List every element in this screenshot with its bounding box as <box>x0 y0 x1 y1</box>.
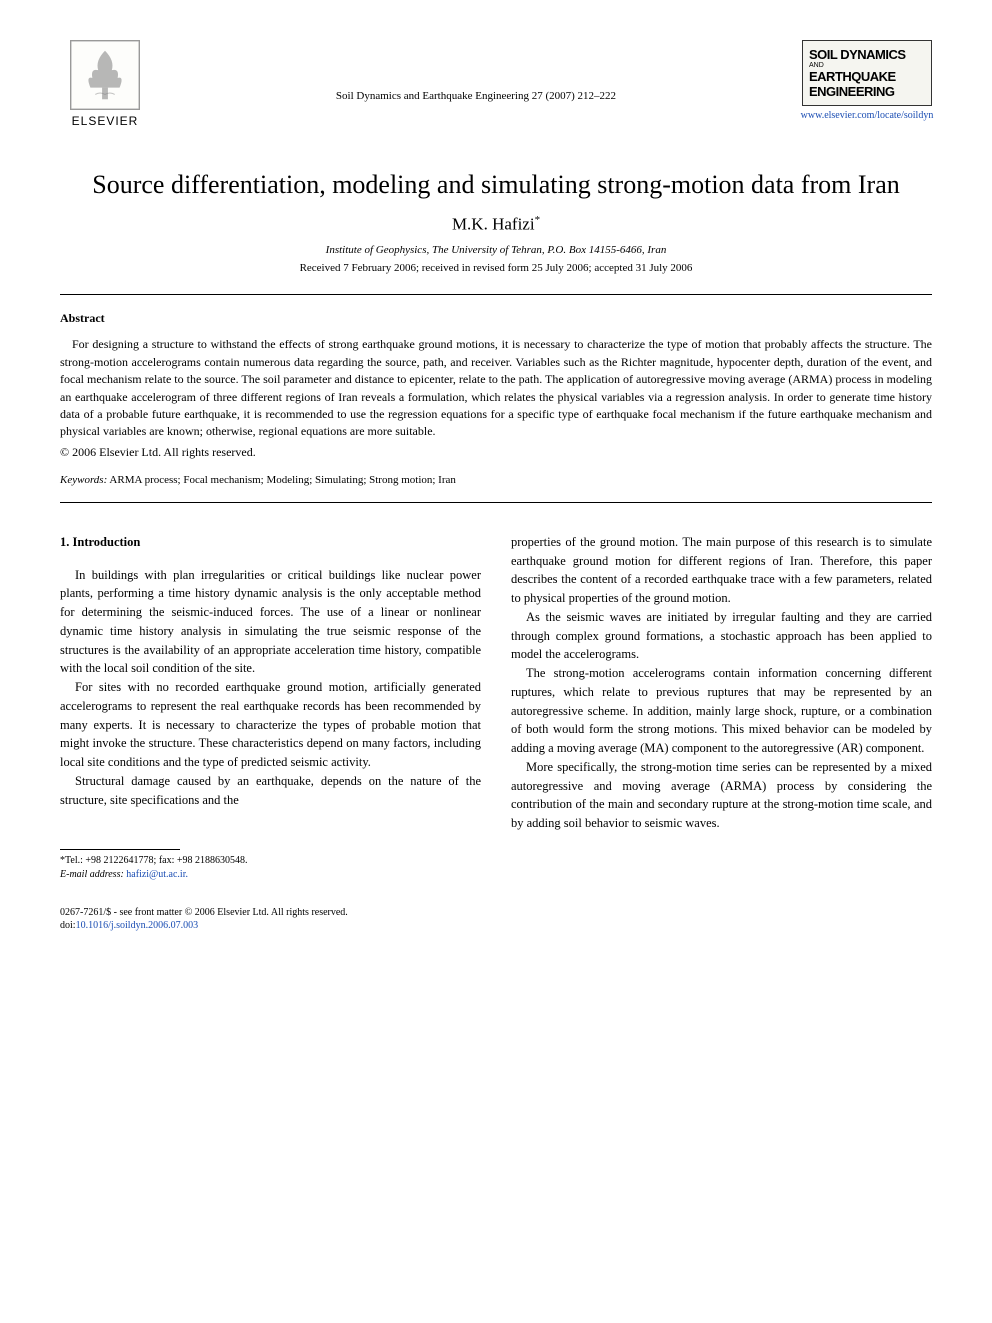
journal-logo-line3: ENGINEERING <box>809 84 925 99</box>
header-row: ELSEVIER Soil Dynamics and Earthquake En… <box>60 40 932 128</box>
footer-doi-line: doi:10.1016/j.soildyn.2006.07.003 <box>60 919 932 932</box>
keywords-line: Keywords: ARMA process; Focal mechanism;… <box>60 474 932 486</box>
para-3: Structural damage caused by an earthquak… <box>60 772 481 810</box>
keywords-list: ARMA process; Focal mechanism; Modeling;… <box>109 474 455 486</box>
rule-bottom <box>60 502 932 503</box>
body-columns: 1. Introduction In buildings with plan i… <box>60 533 932 883</box>
footnote-block: *Tel.: +98 2122641778; fax: +98 21886305… <box>60 854 481 882</box>
para-1: In buildings with plan irregularities or… <box>60 566 481 679</box>
author-marker: * <box>535 214 541 226</box>
publisher-name: ELSEVIER <box>72 114 139 128</box>
doi-label: doi: <box>60 920 76 931</box>
para-2: For sites with no recorded earthquake gr… <box>60 678 481 772</box>
rule-top <box>60 294 932 295</box>
abstract-text: For designing a structure to withstand t… <box>60 336 932 440</box>
para-4: properties of the ground motion. The mai… <box>511 533 932 608</box>
journal-citation: Soil Dynamics and Earthquake Engineering… <box>150 40 802 102</box>
elsevier-tree-icon <box>70 40 140 110</box>
para-6: The strong-motion accelerograms contain … <box>511 664 932 758</box>
journal-logo-line2: EARTHQUAKE <box>809 69 925 84</box>
footer-block: 0267-7261/$ - see front matter © 2006 El… <box>60 906 932 932</box>
journal-logo-box: SOIL DYNAMICS AND EARTHQUAKE ENGINEERING… <box>802 40 932 121</box>
column-right: properties of the ground motion. The mai… <box>511 533 932 883</box>
para-7: More specifically, the strong-motion tim… <box>511 758 932 833</box>
journal-url-link[interactable]: www.elsevier.com/locate/soildyn <box>801 110 934 121</box>
section-1-heading: 1. Introduction <box>60 533 481 552</box>
abstract-section: Abstract For designing a structure to wi… <box>60 311 932 485</box>
footer-copyright: 0267-7261/$ - see front matter © 2006 El… <box>60 906 932 919</box>
article-dates: Received 7 February 2006; received in re… <box>60 262 932 274</box>
column-left: 1. Introduction In buildings with plan i… <box>60 533 481 883</box>
abstract-copyright: © 2006 Elsevier Ltd. All rights reserved… <box>60 445 932 460</box>
journal-logo: SOIL DYNAMICS AND EARTHQUAKE ENGINEERING <box>802 40 932 106</box>
journal-logo-line1: SOIL DYNAMICS <box>809 47 925 62</box>
footnote-email-line: E-mail address: hafizi@ut.ac.ir. <box>60 868 481 882</box>
publisher-logo: ELSEVIER <box>60 40 150 128</box>
footnote-email-label: E-mail address: <box>60 869 124 880</box>
keywords-label: Keywords: <box>60 474 107 486</box>
footnote-email-link[interactable]: hafizi@ut.ac.ir. <box>126 869 188 880</box>
footnote-contact: *Tel.: +98 2122641778; fax: +98 21886305… <box>60 854 481 868</box>
abstract-heading: Abstract <box>60 311 932 326</box>
author-name: M.K. Hafizi <box>452 214 535 233</box>
title-block: Source differentiation, modeling and sim… <box>60 168 932 274</box>
para-5: As the seismic waves are initiated by ir… <box>511 608 932 664</box>
footnote-rule <box>60 849 180 850</box>
article-title: Source differentiation, modeling and sim… <box>60 168 932 202</box>
footnote-tel: Tel.: +98 2122641778; fax: +98 218863054… <box>65 855 248 866</box>
author-line: M.K. Hafizi* <box>60 214 932 235</box>
doi-link[interactable]: 10.1016/j.soildyn.2006.07.003 <box>76 920 199 931</box>
affiliation: Institute of Geophysics, The University … <box>60 244 932 256</box>
journal-logo-and: AND <box>809 62 925 69</box>
